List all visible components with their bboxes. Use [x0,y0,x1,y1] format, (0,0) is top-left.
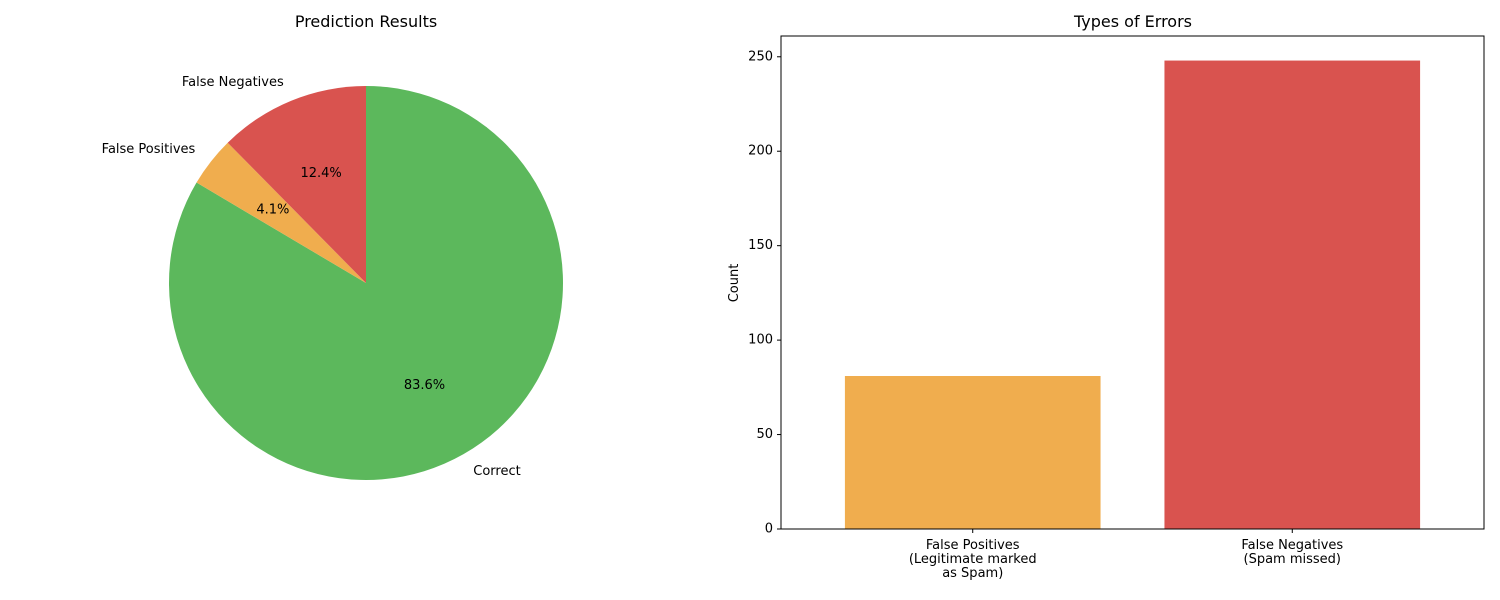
pie-slices [169,86,564,480]
pie-title: Prediction Results [295,12,437,31]
x-axis-ticks: False Positives (Legitimate marked as Spam… [909,529,1343,581]
y-tick-label: 250 [748,49,773,64]
bar-chart: Types of Errors Count 0 50 100 150 200 250 Fa… [727,12,1485,581]
pie-percent-correct: 83.6% [404,378,445,393]
pie-percent-false-negatives: 12.4% [300,166,341,181]
plot-frame [780,35,1485,530]
bar-title: Types of Errors [1073,12,1192,31]
y-tick-label: 0 [765,522,773,537]
y-axis-ticks: 0 50 100 150 200 250 [748,49,781,537]
bar-false-negatives [1164,60,1421,530]
pie-percent-false-positives: 4.1% [256,203,289,218]
pie-slice-false-negatives [227,86,366,283]
pie-slice-false-positives [196,142,366,283]
pie-label-correct: Correct [473,464,520,479]
y-tick-label: 100 [748,333,773,348]
pie-label-false-negatives: False Negatives [182,75,284,90]
pie-label-false-positives: False Positives [102,142,196,157]
bar-false-positives [844,376,1101,529]
y-axis-label: Count [727,264,742,303]
pie-chart: Prediction Results Correct 83.6% False Pos… [102,12,564,480]
y-tick-label: 200 [748,144,773,159]
pie-labels: Correct 83.6% False Positives 4.1% False Neg… [102,75,521,479]
bar-marks [844,60,1421,530]
x-tick-label-false-positives: False Positives (Legitimate marked as Spam… [909,538,1037,581]
x-tick-label-false-negatives: False Negatives (Spam missed) [1241,538,1343,567]
y-tick-label: 50 [756,427,773,442]
y-tick-label: 150 [748,238,773,253]
